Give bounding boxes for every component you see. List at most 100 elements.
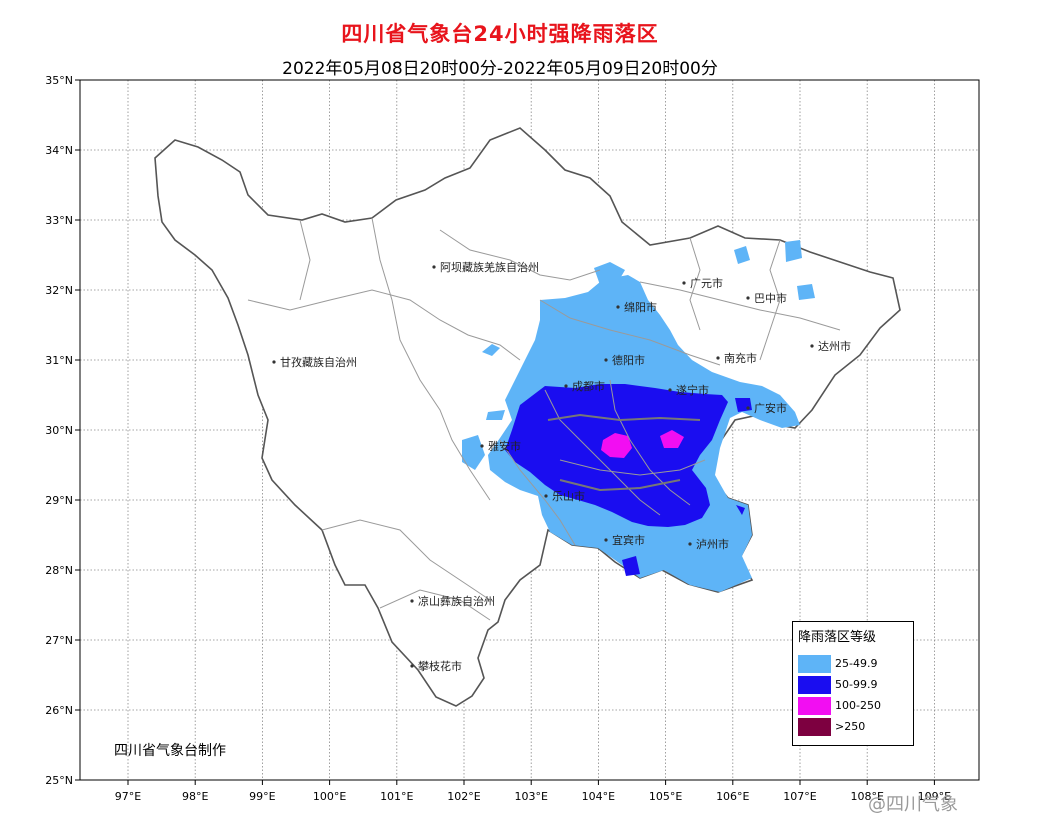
place-marker [480,444,484,448]
lon-tick-label: 102°E [447,790,480,803]
county-boundary [559,459,706,476]
county-boundary [544,389,661,516]
city-boundary [559,479,681,492]
county-boundary [321,519,491,601]
legend: 降雨落区等级 25-49.9 50-99.9 100-250 >250 [792,621,914,746]
county-boundaries [247,217,841,621]
map-frame [75,79,980,785]
legend-label: >250 [835,720,866,733]
rain-area-25-49 [797,284,815,300]
place-label: 乐山市 [552,489,585,503]
rain-area-100-250 [601,433,632,458]
rain-area-100-250 [660,430,684,448]
place-marker [564,384,568,388]
city-boundary [547,413,701,422]
lon-tick-label: 101°E [380,790,413,803]
place-marker [810,344,814,348]
place-label: 成都市 [572,379,605,393]
axis-tick-labels: 35°N 34°N 33°N 32°N 31°N 30°N 29°N 28°N 27°N 26°N… [45,74,951,803]
county-boundary [379,589,491,621]
rain-area-50-99 [736,505,745,515]
lon-tick-label: 97°E [115,790,141,803]
place-label: 遂宁市 [676,383,709,397]
lat-tick-label: 30°N [45,424,73,437]
map-subtitle: 2022年05月08日20时00分-2022年05月09日20时00分 [282,59,718,79]
lat-tick-label: 33°N [45,214,73,227]
place-label: 绵阳市 [624,300,657,314]
place-marker [604,538,608,542]
lat-tick-label: 28°N [45,564,73,577]
lon-tick-label: 98°E [182,790,208,803]
place-label: 阿坝藏族羌族自治州 [440,260,539,274]
place-label: 南充市 [724,351,757,365]
county-boundary [439,229,601,281]
lon-tick-label: 108°E [850,790,883,803]
place-label: 巴中市 [754,291,787,305]
county-boundary [639,281,841,331]
rain-area-25-49 [462,435,485,470]
rain-area-25-49 [734,246,750,264]
lon-tick-label: 104°E [582,790,615,803]
legend-item: 50-99.9 [798,676,910,694]
lon-tick-label: 105°E [649,790,682,803]
place-marker [604,358,608,362]
county-boundary [759,239,781,361]
place-label: 宜宾市 [612,533,645,547]
rain-area-25-49 [482,344,500,356]
legend-swatch [798,697,831,715]
lat-tick-label: 35°N [45,74,73,87]
place-marker [668,388,672,392]
rain-area-25-49 [785,240,802,262]
lon-tick-label: 99°E [249,790,275,803]
place-marker [716,356,720,360]
county-boundary [609,379,691,506]
county-boundary [689,237,701,331]
lon-tick-label: 109°E [918,790,951,803]
lat-tick-label: 29°N [45,494,73,507]
rain-area-25-49 [625,296,640,312]
county-boundary [247,289,521,361]
map-border [79,79,980,781]
lon-tick-label: 103°E [514,790,547,803]
county-boundary [299,219,311,301]
legend-title: 降雨落区等级 [798,630,877,645]
place-marker [746,406,750,410]
rain-area-25-49 [486,410,505,420]
place-label: 达州市 [818,339,851,353]
legend-swatch [798,718,831,736]
place-marker [746,296,750,300]
legend-label: 25-49.9 [835,657,878,670]
lon-tick-label: 107°E [783,790,816,803]
place-marker [410,664,414,668]
lon-tick-label: 106°E [716,790,749,803]
legend-item: 100-250 [798,697,910,715]
place-marker [682,281,686,285]
legend-swatch [798,655,831,673]
legend-label: 50-99.9 [835,678,878,691]
place-marker [616,305,620,309]
place-marker [272,360,276,364]
lat-tick-label: 25°N [45,774,73,787]
watermark-text: @四川气象 [868,794,958,815]
lat-tick-label: 31°N [45,354,73,367]
place-label: 凉山彝族自治州 [418,594,495,608]
place-marker [544,494,548,498]
place-marker [410,599,414,603]
lat-tick-label: 26°N [45,704,73,717]
place-marker [688,542,692,546]
county-boundary [499,439,576,546]
map-title: 四川省气象台24小时强降雨落区 [341,22,659,46]
rain-area-25-49 [594,262,625,285]
lat-tick-label: 32°N [45,284,73,297]
place-label: 雅安市 [488,439,521,453]
place-label: 德阳市 [612,353,645,367]
legend-label: 100-250 [835,699,881,712]
legend-item: >250 [798,718,910,736]
place-label: 攀枝花市 [418,659,462,673]
place-marker [432,265,436,269]
place-label: 泸州市 [696,537,729,551]
lat-tick-label: 34°N [45,144,73,157]
lat-tick-label: 27°N [45,634,73,647]
